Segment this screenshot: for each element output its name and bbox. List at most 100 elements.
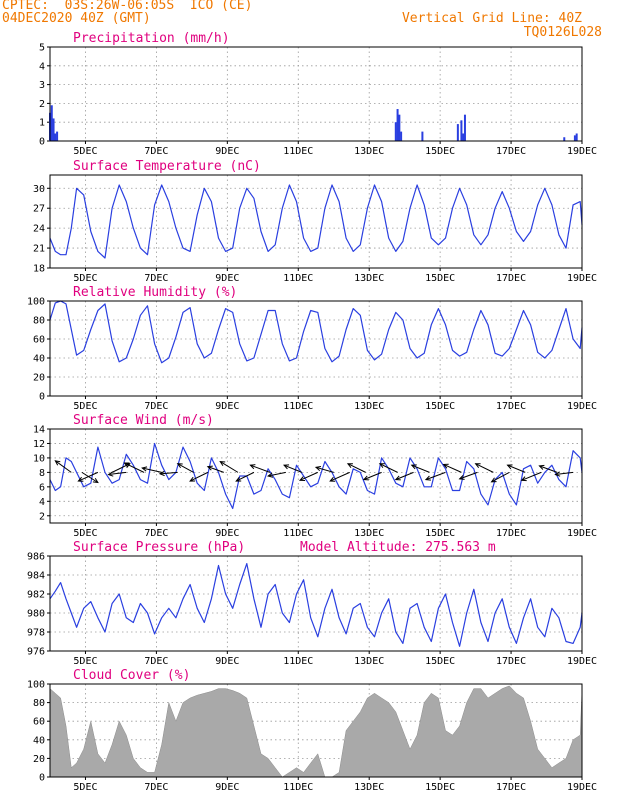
wind-arrow (177, 463, 194, 473)
humidity-title: Relative Humidity (%) (73, 285, 237, 300)
humidity-ytick-label: 60 (33, 335, 45, 346)
precip-bar (421, 131, 424, 141)
precip-bar (462, 133, 465, 141)
wind-arrow-head (346, 463, 353, 468)
pressure-plot-area (50, 556, 582, 651)
wind-arrow-head (158, 470, 165, 477)
wind-arrow (81, 471, 99, 483)
wind-arrow-head (54, 460, 61, 466)
pressure-ytick-label: 978 (27, 628, 45, 639)
cloud-area (49, 685, 583, 778)
humidity-xtick-label: 11DEC (283, 401, 313, 412)
pressure-ytick-label: 980 (27, 609, 45, 620)
wind-arrow (459, 471, 478, 480)
wind-frame (49, 428, 583, 524)
cloud-xtick-label: 7DEC (144, 782, 168, 793)
humidity-xtick-label: 19DEC (567, 401, 597, 412)
wind-arrow-head (249, 464, 256, 470)
humidity-ytick-label: 100 (27, 297, 45, 308)
temperature-xtick-label: 11DEC (283, 273, 313, 284)
precip-xtick-label: 5DEC (73, 146, 97, 157)
temperature-ytick-label: 24 (33, 224, 45, 235)
wind-arrow-head (474, 463, 481, 468)
cloud-xtick-label: 19DEC (567, 782, 597, 793)
wind-arrow (189, 471, 209, 482)
precip-xtick-label: 9DEC (215, 146, 239, 157)
wind-arrow (315, 466, 334, 473)
humidity-xtick-label: 7DEC (144, 401, 168, 412)
cloud-ytick-label: 60 (33, 717, 45, 728)
wind-arrow (491, 471, 510, 483)
precip-title: Precipitation (mm/h) (73, 31, 230, 46)
wind-xtick-label: 17DEC (496, 528, 526, 539)
precip-bar (563, 137, 566, 141)
wind-xtick-label: 11DEC (283, 528, 313, 539)
pressure-xtick-label: 9DEC (215, 656, 239, 667)
humidity-ytick-label: 40 (33, 354, 45, 365)
header-code: TQ0126L028 (523, 25, 602, 40)
wind-arrow-head (506, 464, 513, 470)
wind-arrow-head (141, 466, 148, 472)
wind-ytick-label: 12 (33, 439, 45, 450)
precip-bar (54, 133, 57, 141)
header-date: 04DEC2020 40Z (GMT) (2, 11, 151, 26)
precip-bar (52, 118, 55, 141)
wind-arrow (124, 462, 145, 473)
humidity-series-line (49, 300, 583, 364)
temperature-xtick-label: 9DEC (215, 273, 239, 284)
wind-xtick-label: 15DEC (425, 528, 455, 539)
temperature-ytick-label: 30 (33, 184, 45, 195)
wind-arrow-head (283, 464, 290, 470)
pressure-xtick-label: 13DEC (354, 656, 384, 667)
precip-plot-area (50, 47, 582, 141)
wind-arrow-head (424, 475, 431, 481)
wind-arrow-head (298, 476, 306, 481)
temperature-xtick-label: 17DEC (496, 273, 526, 284)
cloud-title: Cloud Cover (%) (73, 668, 190, 683)
temperature-plot-area (50, 175, 582, 268)
precip-bar (396, 109, 399, 141)
wind-arrow-head (538, 464, 545, 470)
wind-arrow-head (219, 460, 226, 467)
humidity-xtick-label: 9DEC (215, 401, 239, 412)
pressure-ytick-label: 984 (27, 571, 45, 582)
wind-ytick-label: 10 (33, 453, 45, 464)
wind-xtick-label: 13DEC (354, 528, 384, 539)
wind-arrow (347, 463, 366, 473)
cloud-ytick-label: 40 (33, 735, 45, 746)
wind-ytick-label: 8 (39, 468, 45, 479)
wind-xtick-label: 19DEC (567, 528, 597, 539)
wind-arrow-head (329, 476, 336, 482)
wind-arrow (78, 471, 99, 482)
cloud-xtick-label: 17DEC (496, 782, 526, 793)
wind-ytick-label: 14 (33, 425, 45, 436)
humidity-ytick-label: 0 (39, 392, 45, 403)
wind-arrow (507, 464, 526, 473)
pressure-ytick-label: 976 (27, 647, 45, 658)
precip-ytick-label: 4 (39, 61, 45, 72)
wind-xtick-label: 5DEC (73, 528, 97, 539)
wind-arrow-head (378, 463, 385, 468)
wind-arrow-head (107, 471, 114, 477)
wind-arrow (379, 463, 398, 473)
wind-ytick-label: 6 (39, 482, 45, 493)
pressure-xtick-label: 11DEC (283, 656, 313, 667)
wind-arrow-head (442, 463, 449, 469)
humidity-ytick-label: 20 (33, 373, 45, 384)
wind-arrow-head (458, 474, 465, 480)
temperature-frame (49, 174, 583, 269)
wind-arrow-head (362, 475, 369, 481)
temperature-title: Surface Temperature (nC) (73, 159, 261, 174)
wind-arrow-head (206, 465, 213, 471)
cloud-frame (49, 683, 583, 778)
precip-bar (575, 133, 578, 141)
wind-arrow-head (490, 477, 497, 483)
wind-arrow (555, 471, 574, 476)
pressure-xtick-label: 5DEC (73, 656, 97, 667)
wind-title: Surface Wind (m/s) (73, 413, 214, 428)
wind-arrow-head (314, 465, 322, 472)
wind-ytick-label: 4 (39, 497, 45, 508)
precip-bar (463, 114, 466, 141)
precip-ytick-label: 0 (39, 137, 45, 148)
